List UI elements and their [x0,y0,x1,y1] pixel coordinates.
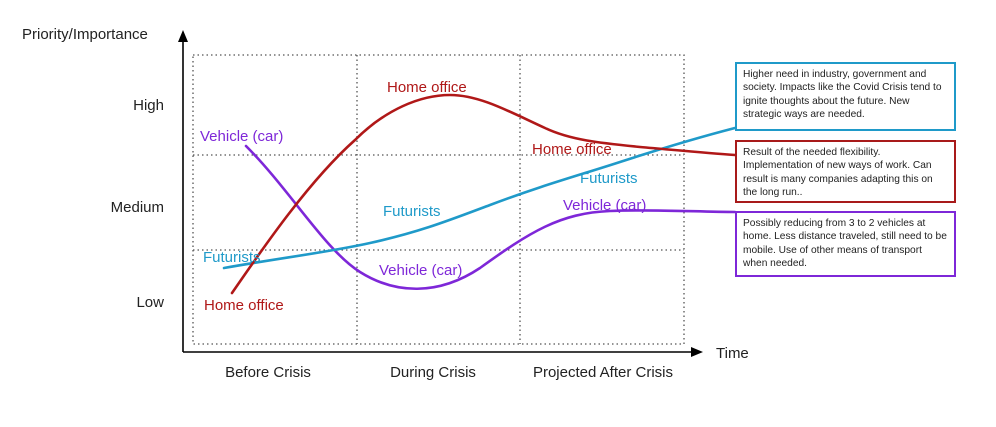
vehicle-label-before: Vehicle (car) [200,128,283,145]
y-axis-arrowhead [178,30,188,42]
vehicle-curve [244,144,737,291]
home-office-note: Result of the needed flexibility. Implem… [735,140,956,203]
axes [182,40,693,353]
futurists-label-after: Futurists [580,170,638,187]
futurists-note: Higher need in industry, government and … [735,62,956,131]
futurists-curve [222,126,737,270]
vehicle-note: Possibly reducing from 3 to 2 vehicles a… [735,211,956,277]
y-label-high: High [133,97,164,114]
y-axis-title: Priority/Importance [22,26,148,43]
grid [192,54,685,345]
x-axis-title: Time [716,345,749,362]
vehicle-label-during: Vehicle (car) [379,262,462,279]
home-office-label-during: Home office [387,79,467,96]
x-label-projected-after-crisis: Projected After Crisis [533,364,673,381]
home-office-curve [230,93,737,295]
home-office-label-before: Home office [204,297,284,314]
y-label-low: Low [136,294,164,311]
futurists-label-before: Futurists [203,249,261,266]
x-axis-arrowhead [691,347,703,357]
home-office-label-after: Home office [532,141,612,158]
x-label-during-crisis: During Crisis [390,364,476,381]
futurists-label-during: Futurists [383,203,441,220]
vehicle-label-after: Vehicle (car) [563,197,646,214]
grid-frame [192,54,685,345]
x-label-before-crisis: Before Crisis [225,364,311,381]
y-label-medium: Medium [111,199,164,216]
